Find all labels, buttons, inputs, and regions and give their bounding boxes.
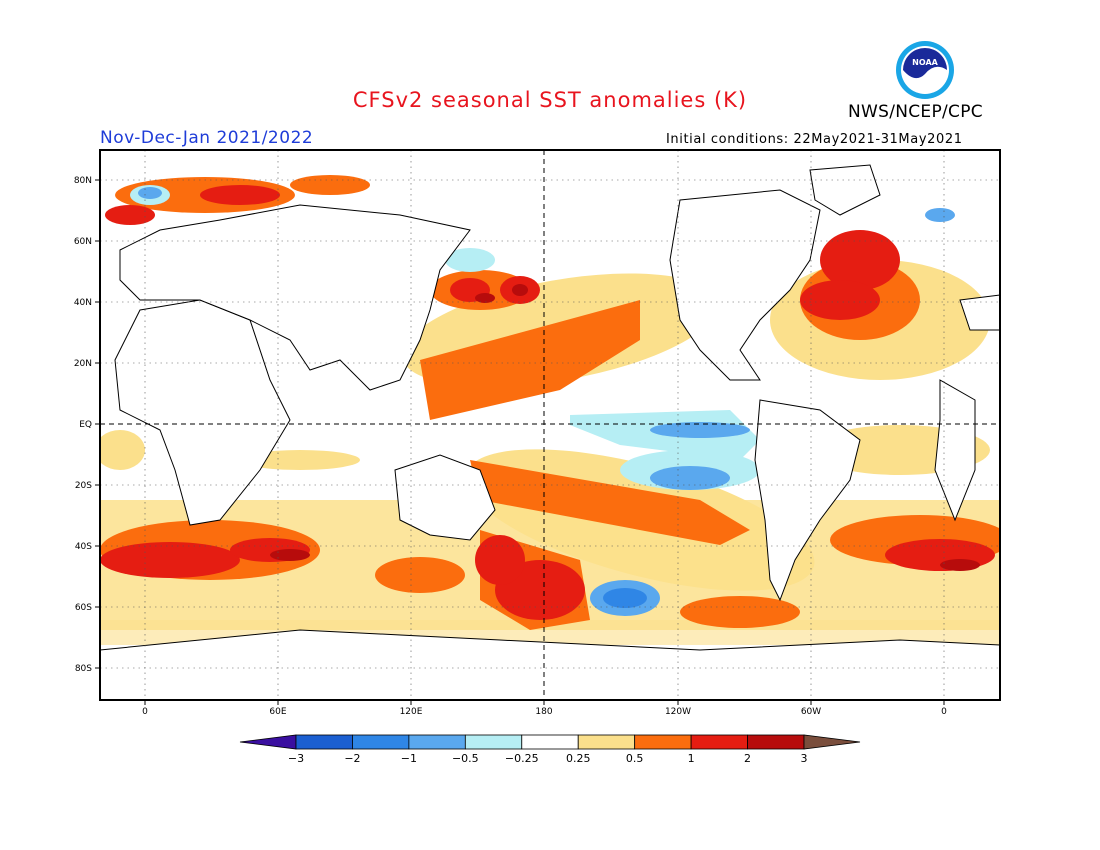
colorbar-segment <box>408 734 466 750</box>
colorbar-segment <box>803 734 861 750</box>
colorbar-label: 0.5 <box>626 752 644 765</box>
map-frame <box>99 149 1001 701</box>
forecast-period: Nov-Dec-Jan 2021/2022 <box>100 128 314 148</box>
anomaly-field <box>100 175 1000 645</box>
coastlines <box>100 164 1000 700</box>
colorbar-segment <box>634 734 692 750</box>
colorbar: −3 −2 −1 −0.5 −0.25 0.25 0.5 1 2 3 <box>239 734 861 765</box>
colorbar-segment <box>464 734 523 750</box>
lat-label: 60N <box>74 237 92 247</box>
colorbar-segment <box>690 734 748 750</box>
colorbar-label: −1 <box>401 752 417 765</box>
lon-label: 120W <box>665 707 691 717</box>
lat-label: 20S <box>75 481 92 491</box>
lon-label: 0 <box>941 707 947 717</box>
lon-label: 0 <box>142 707 148 717</box>
colorbar-segment <box>352 734 410 750</box>
lon-axis: 0 60E 120E 180 120W 60W 0 <box>142 700 947 717</box>
colorbar-label: −3 <box>288 752 304 765</box>
lat-label: 40S <box>75 542 92 552</box>
colorbar-label: −0.25 <box>505 752 539 765</box>
colorbar-label: 3 <box>801 752 808 765</box>
colorbar-segment <box>295 734 353 750</box>
colorbar-label: −2 <box>344 752 360 765</box>
organization-label: NWS/NCEP/CPC <box>848 102 983 122</box>
colorbar-segment <box>239 734 297 750</box>
colorbar-segment <box>747 734 805 750</box>
lon-label: 60E <box>269 707 286 717</box>
logo-text: NOAA <box>912 58 938 67</box>
grid-lines <box>100 150 1000 700</box>
lon-label: 120E <box>400 707 423 717</box>
colorbar-segment <box>521 734 579 750</box>
lat-label: 20N <box>74 359 92 369</box>
initial-conditions: Initial conditions: 22May2021-31May2021 <box>666 132 963 147</box>
colorbar-label: −0.5 <box>452 752 479 765</box>
lat-label: 40N <box>74 298 92 308</box>
lon-label: 180 <box>535 707 552 717</box>
lat-axis: 80N 60N 40N 20N EQ 20S 40S 60S 80S <box>74 176 100 674</box>
map-title: CFSv2 seasonal SST anomalies (K) <box>352 88 748 112</box>
colorbar-segment <box>577 734 636 750</box>
colorbar-label: 2 <box>744 752 751 765</box>
lat-label: 60S <box>75 603 92 613</box>
lat-label: 80N <box>74 176 92 186</box>
lat-label: 80S <box>75 664 92 674</box>
lon-label: 60W <box>801 707 821 717</box>
colorbar-label: 1 <box>688 752 695 765</box>
noaa-logo-icon: NOAA <box>896 41 954 99</box>
lat-label: EQ <box>79 420 92 430</box>
colorbar-label: 0.25 <box>566 752 591 765</box>
